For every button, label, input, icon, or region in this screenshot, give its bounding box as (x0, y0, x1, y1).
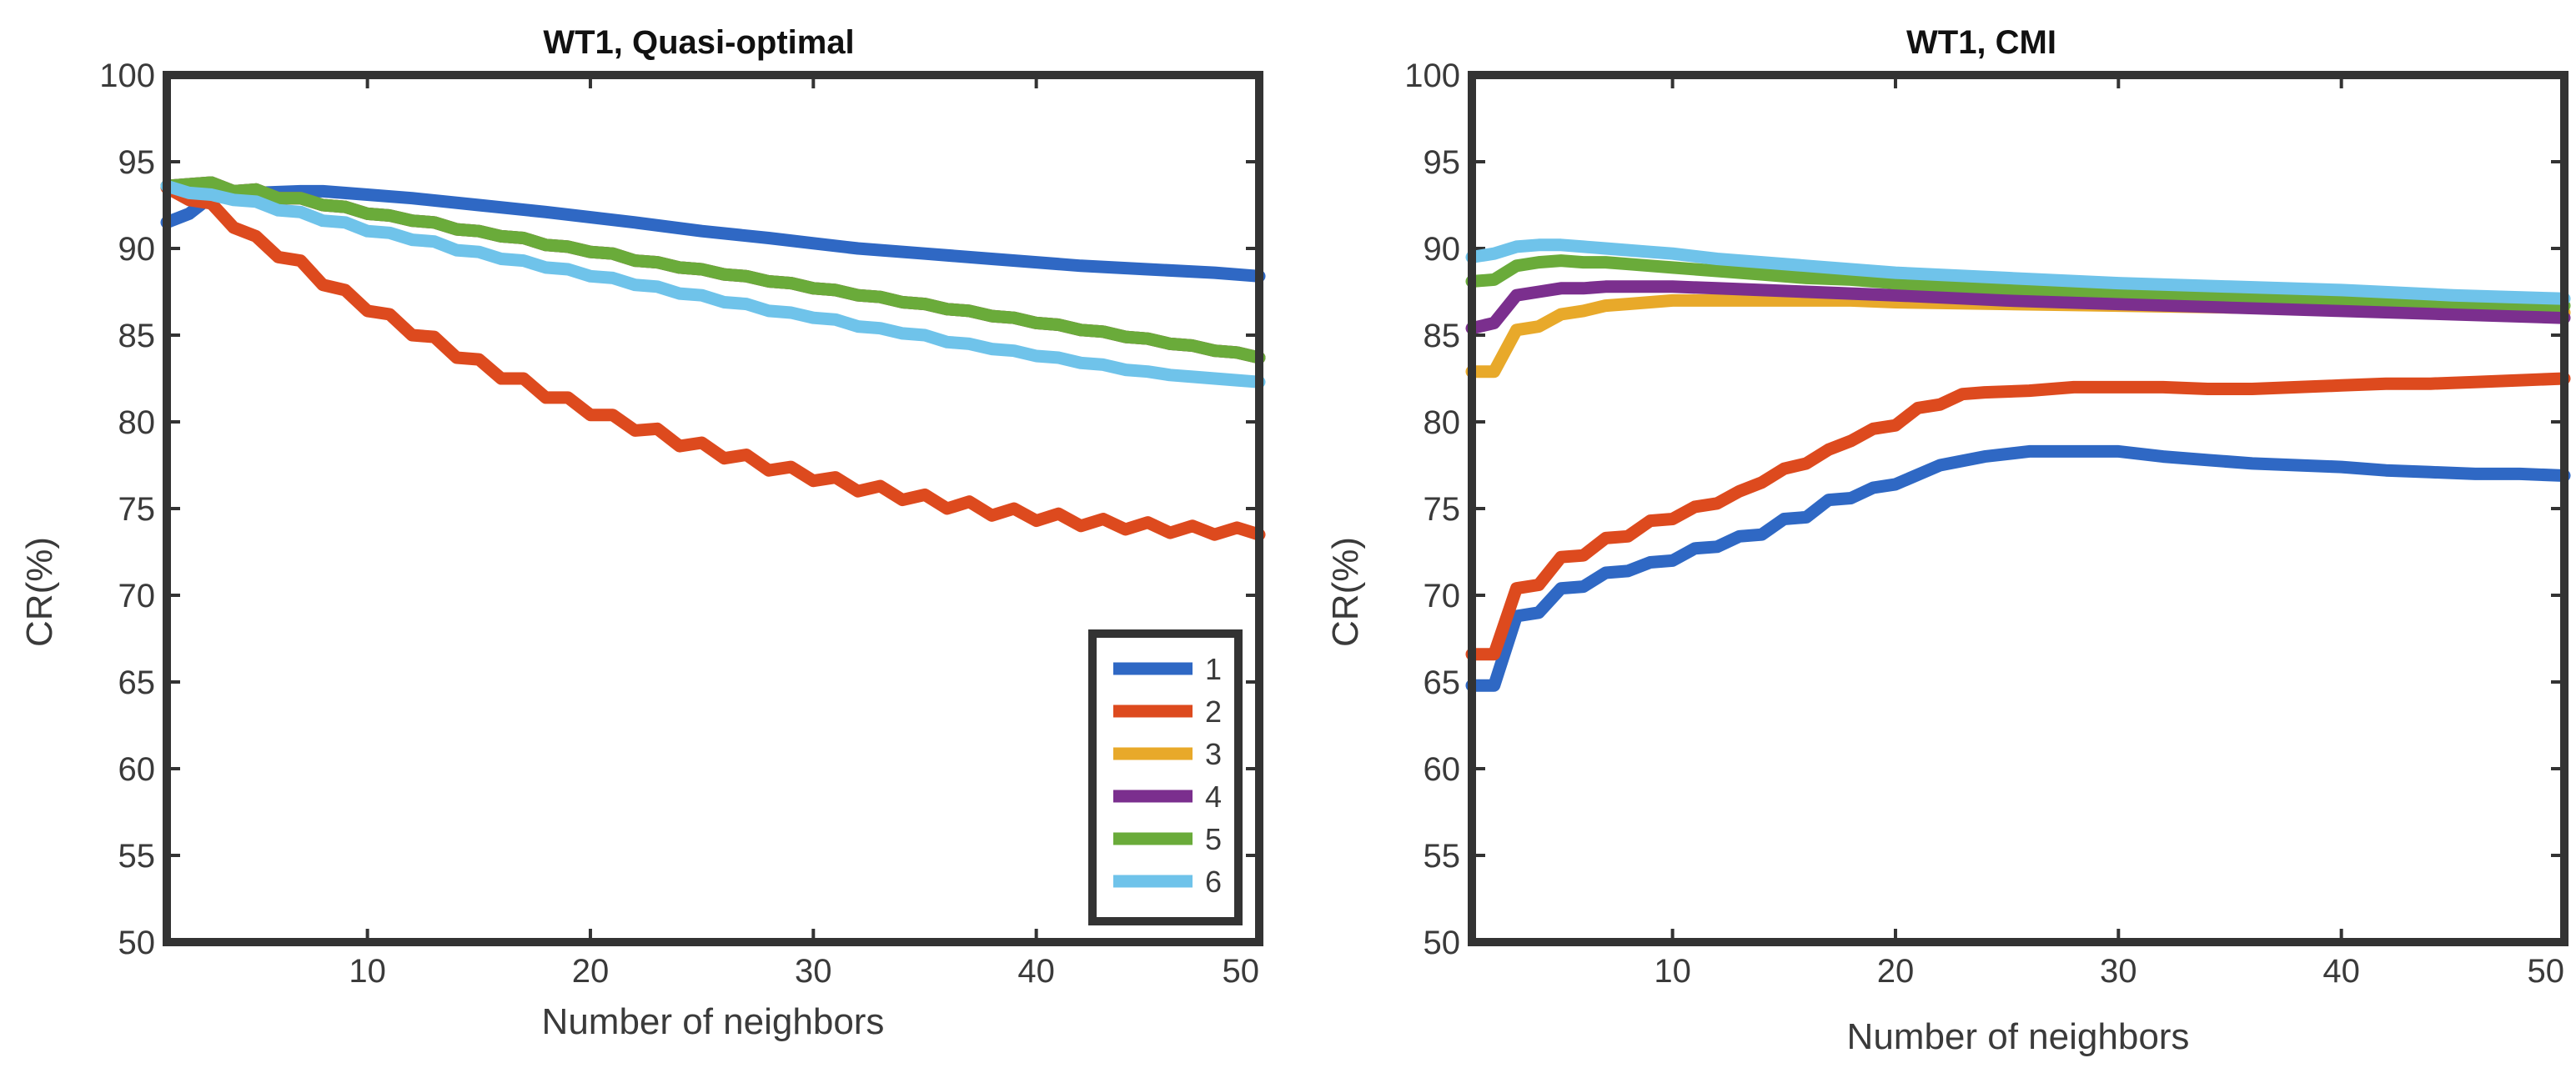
x-tick-label: 30 (2100, 953, 2137, 990)
x-tick-label: 40 (2322, 953, 2360, 990)
series-line-5 (160, 176, 1266, 364)
y-tick-label: 60 (118, 751, 156, 788)
y-tick-label: 60 (1424, 751, 1461, 788)
plot-frame (1468, 71, 2568, 946)
y-tick-label: 80 (118, 404, 156, 441)
y-tick-label: 75 (1424, 491, 1461, 528)
y-tick-label: 50 (118, 925, 156, 961)
y-tick-label: 95 (118, 144, 156, 181)
legend-label: 5 (1205, 822, 1222, 856)
series-line-6 (1465, 238, 2571, 305)
x-tick-label: 20 (1877, 953, 1915, 990)
x-tick-labels: 10 20 30 40 50 (1654, 953, 2564, 990)
x-tick-label: 40 (1017, 953, 1055, 990)
legend-label: 2 (1205, 694, 1222, 729)
x-axis-label: Number of neighbors (1847, 1016, 2190, 1057)
series-line-5 (1465, 254, 2571, 313)
legend-label: 4 (1205, 780, 1222, 814)
y-tick-label: 75 (118, 491, 156, 528)
right-chart-cmi: WT1, CMI 50 55 60 65 70 75 80 85 90 95 100 10 20 30 4… (1325, 24, 2571, 1057)
y-tick-label: 65 (1424, 664, 1461, 701)
y-tick-label: 85 (118, 318, 156, 354)
y-tick-label: 70 (118, 578, 156, 614)
y-tick-label: 100 (99, 58, 155, 94)
y-tick-label: 90 (1424, 231, 1461, 268)
x-tick-label: 10 (1654, 953, 1691, 990)
series-line-2 (160, 181, 1266, 541)
tick-marks (1472, 73, 2566, 944)
y-tick-labels: 50 55 60 65 70 75 80 85 90 95 100 (1404, 58, 1460, 961)
y-tick-label: 50 (1424, 925, 1461, 961)
x-tick-labels: 10 20 30 40 50 (349, 953, 1259, 990)
y-tick-label: 70 (1424, 578, 1461, 614)
y-tick-label: 65 (118, 664, 156, 701)
legend-label: 6 (1205, 865, 1222, 899)
legend: 1 2 3 4 5 6 (1088, 629, 1243, 925)
x-tick-label: 20 (572, 953, 610, 990)
series-line-1 (1465, 444, 2571, 692)
chart-title: WT1, CMI (1906, 24, 2056, 61)
x-tick-label: 50 (1223, 953, 1260, 990)
series-lines (1465, 238, 2571, 692)
legend-label: 3 (1205, 737, 1222, 771)
series-line-2 (1465, 372, 2571, 661)
legend-label: 1 (1205, 652, 1222, 686)
series-line-1 (160, 184, 1266, 283)
series-line-6 (160, 179, 1266, 389)
left-chart-quasi-optimal: WT1, Quasi-optimal 505560657075808590951… (19, 24, 1266, 1042)
x-tick-label: 30 (795, 953, 832, 990)
y-tick-label: 85 (1424, 318, 1461, 354)
y-tick-label: 55 (118, 838, 156, 875)
y-tick-label: 80 (1424, 404, 1461, 441)
x-tick-label: 50 (2528, 953, 2565, 990)
y-tick-label: 90 (118, 231, 156, 268)
series-line-4 (1465, 280, 2571, 335)
legend-box (1088, 629, 1243, 925)
y-tick-label: 95 (1424, 144, 1461, 181)
x-tick-label: 10 (349, 953, 386, 990)
y-tick-labels: 50 55 60 65 70 75 80 85 90 95 100 (99, 58, 155, 961)
series-lines (160, 176, 1266, 541)
y-axis-label: CR(%) (19, 537, 60, 647)
y-tick-label: 100 (1404, 58, 1460, 94)
x-axis-label: Number of neighbors (542, 1001, 885, 1042)
y-axis-label: CR(%) (1325, 537, 1366, 647)
plot-frame (163, 71, 1263, 946)
chart-title: WT1, Quasi-optimal (543, 24, 854, 61)
y-tick-label: 55 (1424, 838, 1461, 875)
